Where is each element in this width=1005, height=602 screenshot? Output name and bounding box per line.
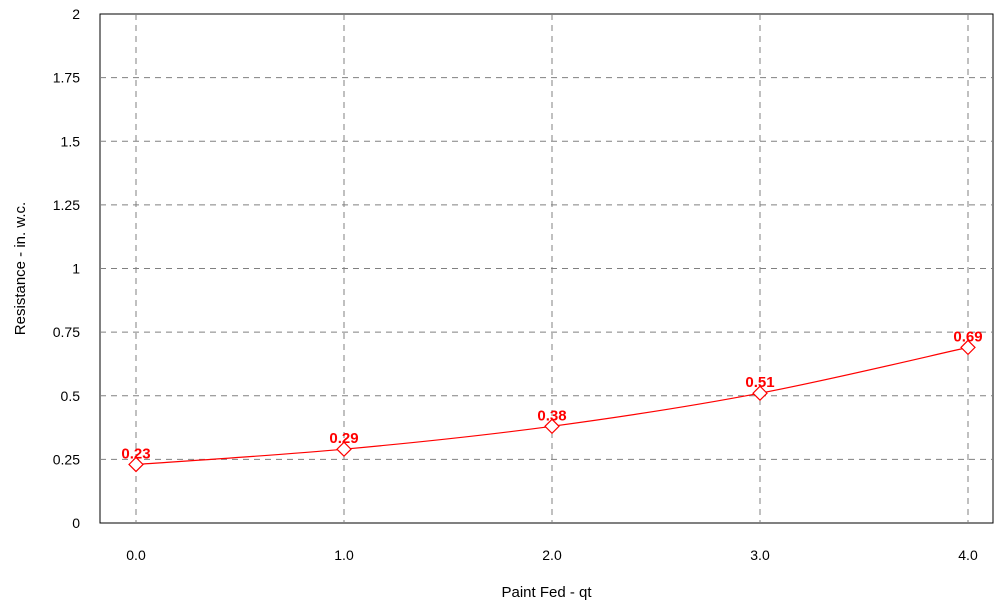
data-label: 0.23 bbox=[121, 445, 150, 462]
data-labels: 0.23 0.29 0.38 0.51 0.69 bbox=[121, 328, 982, 462]
x-tick-label: 3.0 bbox=[750, 547, 770, 563]
y-tick-label: 2 bbox=[72, 6, 80, 22]
data-point-marker bbox=[752, 385, 768, 402]
y-tick-label: 0.5 bbox=[61, 388, 81, 404]
x-tick-label: 0.0 bbox=[126, 547, 146, 563]
y-tick-label: 1.75 bbox=[53, 70, 80, 86]
y-tick-label: 1 bbox=[72, 261, 80, 277]
x-tick-label: 1.0 bbox=[334, 547, 354, 563]
grid-lines bbox=[100, 14, 993, 523]
y-tick-label: 0.75 bbox=[53, 324, 80, 340]
x-tick-label: 4.0 bbox=[958, 547, 978, 563]
y-tick-label: 0 bbox=[72, 515, 80, 531]
data-label: 0.38 bbox=[537, 407, 566, 424]
y-axis-ticks: 0 0.25 0.5 0.75 1 1.25 1.5 1.75 2 bbox=[53, 6, 80, 531]
data-point-marker bbox=[544, 418, 560, 435]
y-tick-label: 1.25 bbox=[53, 197, 80, 213]
x-tick-label: 2.0 bbox=[542, 547, 562, 563]
data-point-marker bbox=[960, 339, 976, 356]
x-axis-ticks: 0.0 1.0 2.0 3.0 4.0 bbox=[126, 547, 978, 563]
data-point-marker bbox=[336, 441, 352, 458]
y-tick-label: 1.5 bbox=[61, 133, 81, 149]
data-label: 0.51 bbox=[745, 374, 774, 391]
data-label: 0.29 bbox=[329, 430, 358, 447]
y-tick-label: 0.25 bbox=[53, 451, 80, 467]
series-layer bbox=[128, 339, 976, 473]
data-label: 0.69 bbox=[953, 328, 982, 345]
x-axis-title: Paint Fed - qt bbox=[501, 584, 592, 601]
data-point-marker bbox=[128, 456, 144, 473]
y-axis-title: Resistance - in. w.c. bbox=[12, 202, 29, 335]
